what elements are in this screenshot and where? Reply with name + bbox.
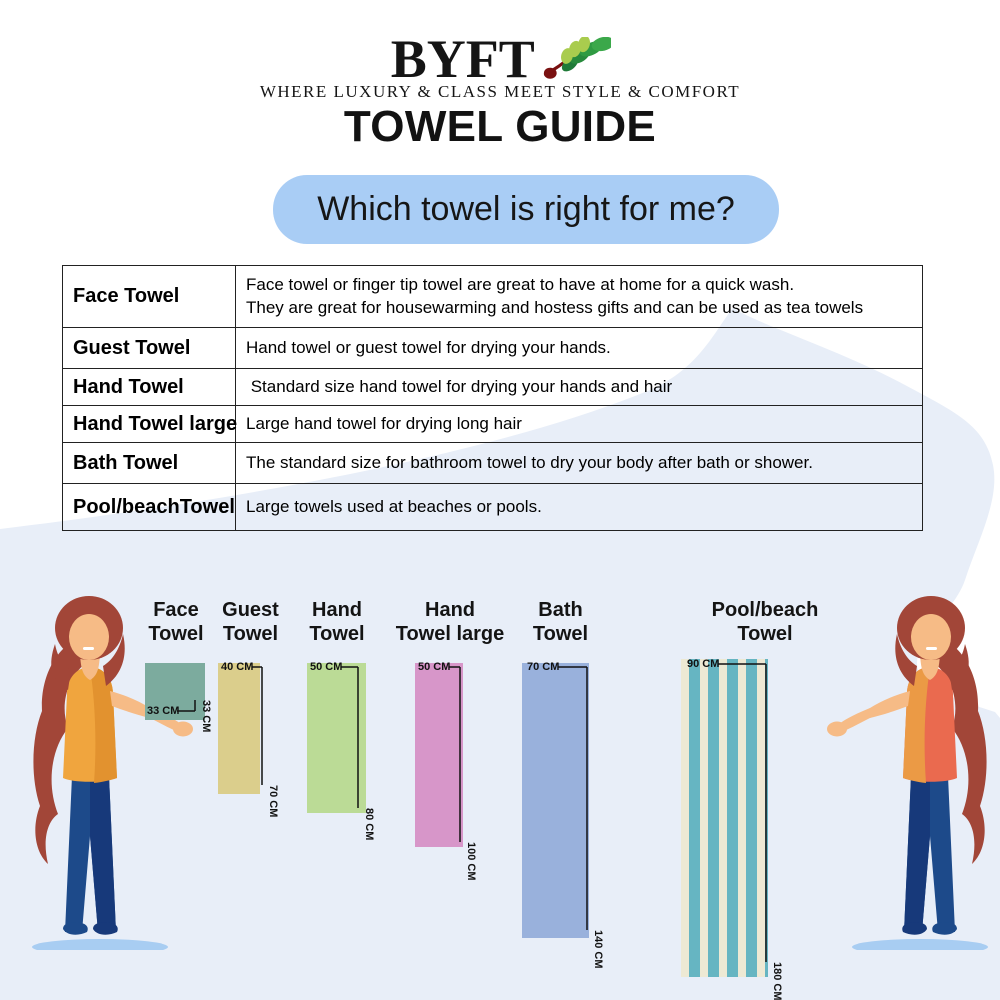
svg-text:40 CM: 40 CM [221,661,253,673]
svg-text:90 CM: 90 CM [687,658,719,670]
svg-text:50 CM: 50 CM [418,661,450,673]
svg-text:33 CM: 33 CM [147,705,179,717]
svg-text:70 CM: 70 CM [527,661,559,673]
svg-text:33 CM: 33 CM [200,700,212,732]
svg-text:80 CM: 80 CM [363,808,375,840]
svg-text:140 CM: 140 CM [592,930,604,969]
svg-text:50 CM: 50 CM [310,661,342,673]
svg-text:70 CM: 70 CM [267,785,279,817]
svg-text:180 CM: 180 CM [771,962,783,1000]
svg-text:100 CM: 100 CM [465,842,477,881]
